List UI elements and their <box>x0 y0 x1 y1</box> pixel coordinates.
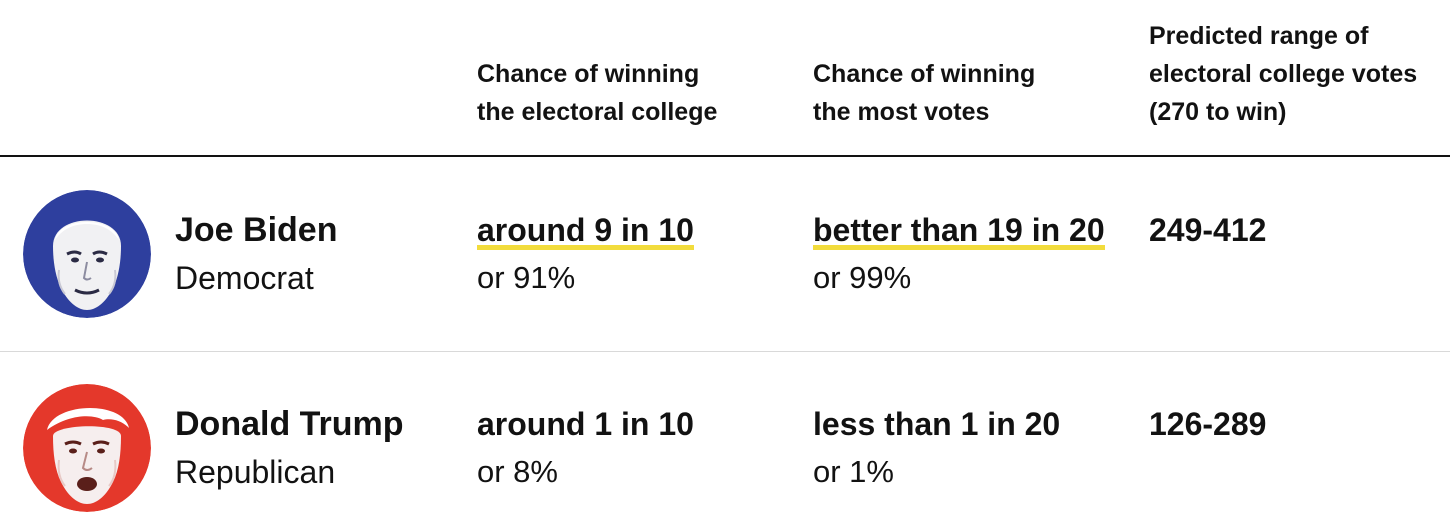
column-header-popular-vote: Chance of winning the most votes <box>813 60 1036 126</box>
candidate-party: Republican <box>175 454 336 490</box>
column-header-ec-range: Predicted range of electoral college vot… <box>1149 22 1418 126</box>
candidate-name: Donald Trump <box>175 405 404 443</box>
electoral-college-percent: or 8% <box>477 454 558 489</box>
electoral-college-percent: or 91% <box>477 260 576 295</box>
table-row: Joe Biden Democrat around 9 in 10 or 91%… <box>0 157 1450 352</box>
candidate-party: Democrat <box>175 260 314 296</box>
candidate-name: Joe Biden <box>175 211 338 249</box>
candidate-portrait-icon <box>23 190 151 318</box>
popular-vote-cell: better than 19 in 20 or 99% <box>813 210 1143 298</box>
electoral-college-cell: around 9 in 10 or 91% <box>477 210 807 298</box>
electoral-college-chance: around 9 in 10 <box>477 212 694 248</box>
popular-vote-chance: better than 19 in 20 <box>813 212 1105 248</box>
ec-range-value: 249-412 <box>1149 212 1267 248</box>
popular-vote-percent: or 1% <box>813 454 894 489</box>
candidate-portrait-icon <box>23 384 151 512</box>
popular-vote-percent: or 99% <box>813 260 912 295</box>
table-row: Donald Trump Republican around 1 in 10 o… <box>0 352 1450 526</box>
popular-vote-chance: less than 1 in 20 <box>813 406 1061 442</box>
electoral-college-chance: around 1 in 10 <box>477 406 694 442</box>
ec-range-value: 126-289 <box>1149 406 1267 442</box>
popular-vote-cell: less than 1 in 20 or 1% <box>813 404 1143 492</box>
column-header-electoral-college: Chance of winning the electoral college <box>477 60 718 126</box>
electoral-college-cell: around 1 in 10 or 8% <box>477 404 807 492</box>
table-header: Chance of winning the electoral college … <box>0 0 1450 157</box>
